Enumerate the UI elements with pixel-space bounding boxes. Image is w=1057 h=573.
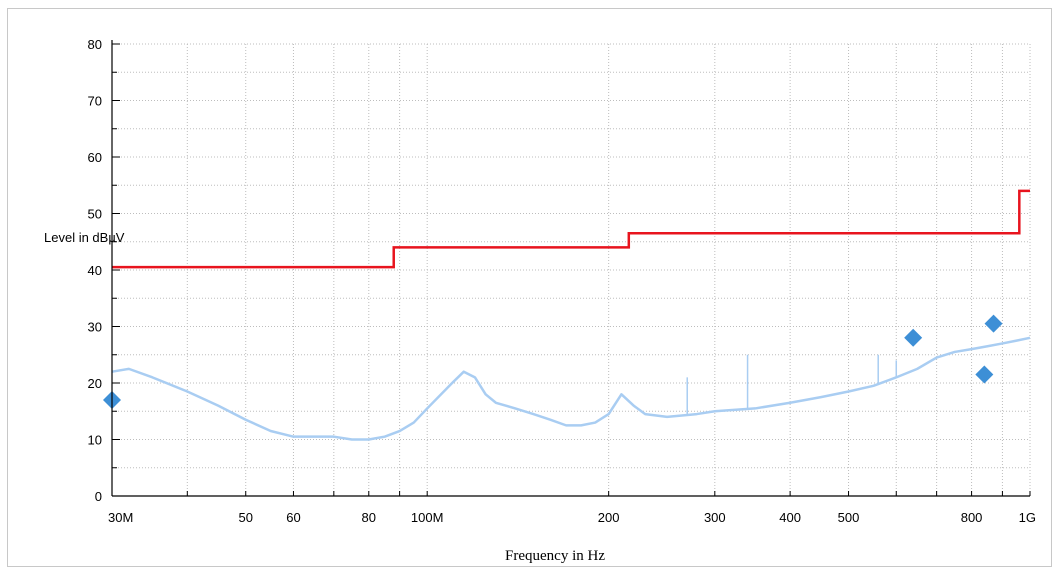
x-tick-labels: 30M 50 60 80 100M 200 300 400 500 800 1G [108,510,1036,525]
x-tick-label: 200 [598,510,620,525]
x-tick-label: 50 [238,510,252,525]
chart-frame: 30M 50 60 80 100M 200 300 400 500 800 1G 0 10 20 30 40… [7,8,1052,567]
spectrum-spikes [686,354,898,415]
y-tick-label: 0 [95,489,102,504]
limit-line-series [112,189,1030,269]
x-tick-label: 1G [1019,510,1036,525]
spectrum-series [111,336,1031,441]
x-tick-label: 80 [362,510,376,525]
x-tick-label: 60 [286,510,300,525]
x-tick-label: 100M [411,510,444,525]
axes [111,40,1031,497]
x-tick-label: 30M [108,510,133,525]
y-tick-label: 10 [88,433,102,448]
y-tick-labels: 0 10 20 30 40 50 60 70 80 [88,37,102,504]
y-tick-label: 20 [88,376,102,391]
x-tick-label: 800 [961,510,983,525]
y-tick-label: 80 [88,37,102,52]
y-axis-title: Level in dBµV [44,230,125,245]
x-tick-label: 300 [704,510,726,525]
marker-diamond [904,328,923,347]
limit-line [112,189,1030,269]
x-axis-title: Frequency in Hz [505,548,605,564]
emission-chart: 30M 50 60 80 100M 200 300 400 500 800 1G 0 10 20 30 40… [44,37,1036,564]
x-tick-label: 500 [838,510,860,525]
y-tick-label: 70 [88,94,102,109]
x-tick-label: 400 [779,510,801,525]
y-tick-label: 30 [88,320,102,335]
marker-diamond [975,365,994,384]
y-tick-label: 60 [88,150,102,165]
y-tick-label: 50 [88,207,102,222]
marker-series [103,314,1003,409]
y-tick-label: 40 [88,263,102,278]
marker-diamond [984,314,1003,333]
grid [111,43,1031,496]
spectrum-line [111,336,1031,441]
